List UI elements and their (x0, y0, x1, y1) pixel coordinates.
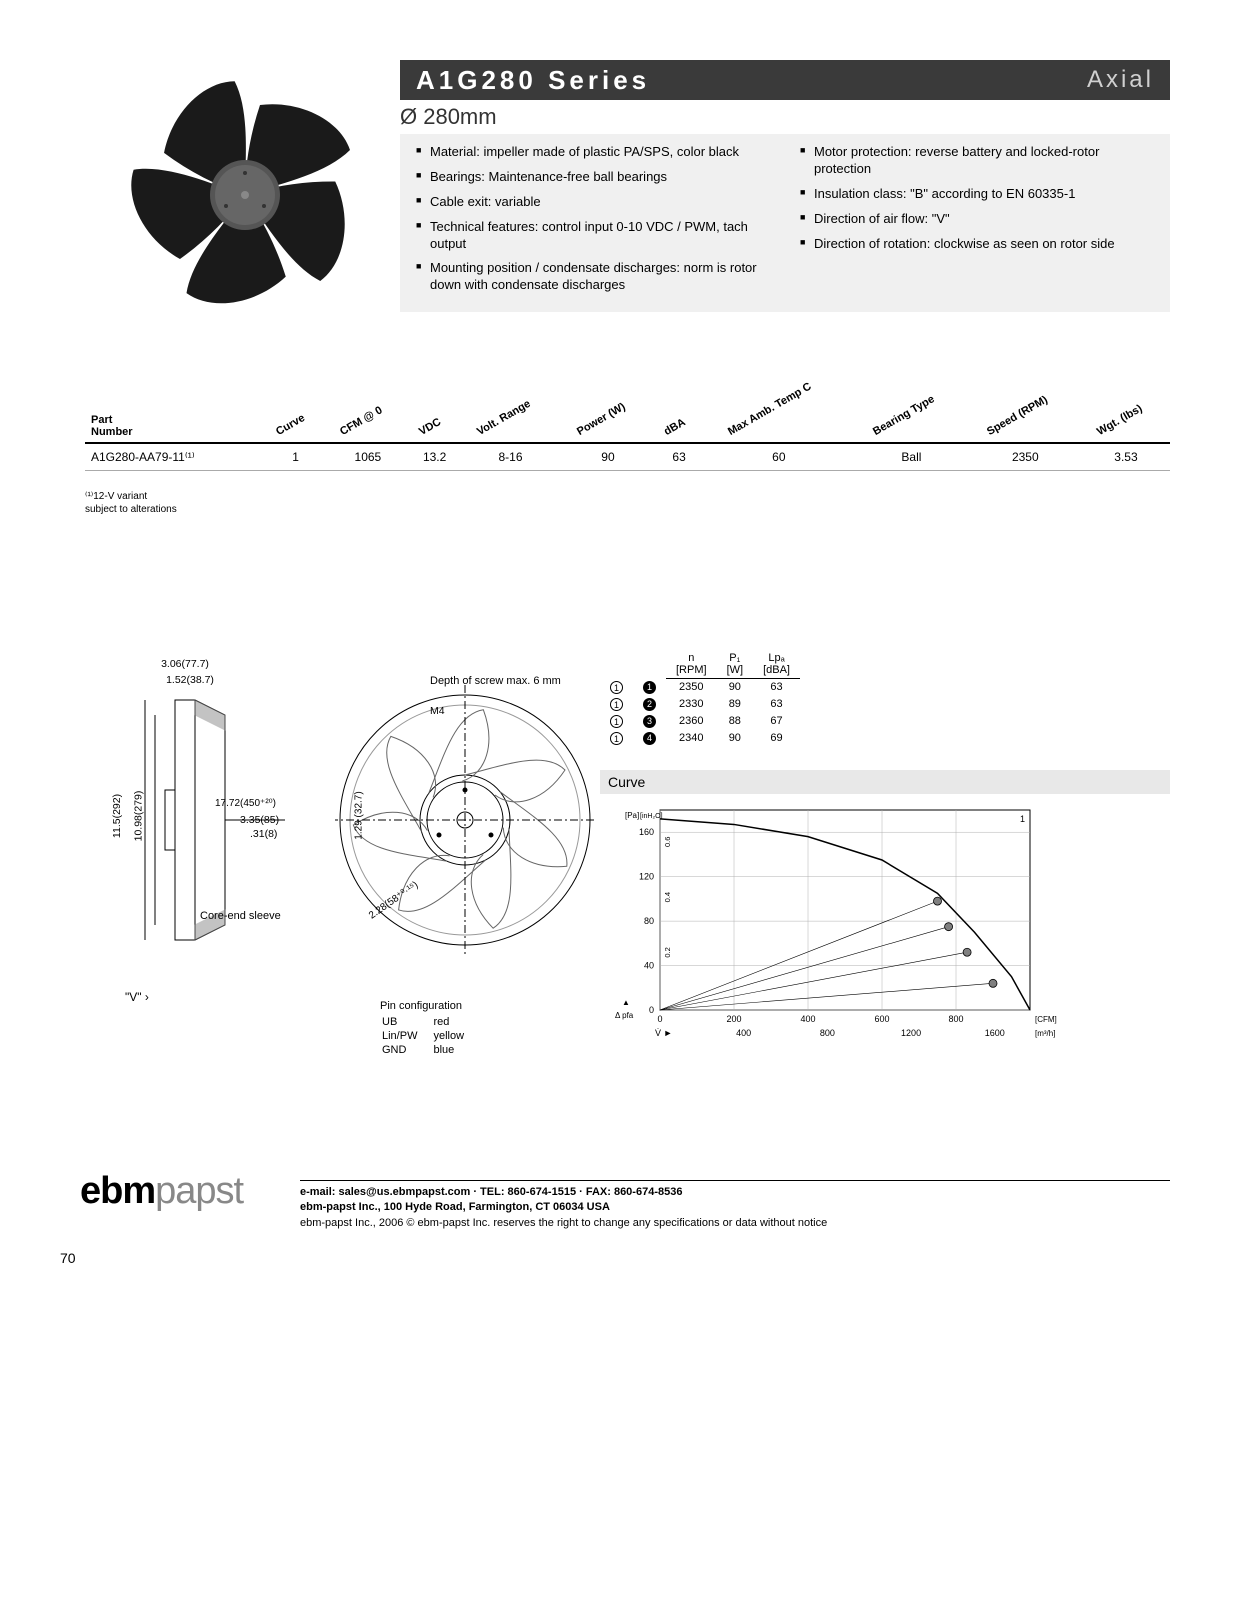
table-header: Speed (RPM) (969, 410, 1082, 443)
table-cell: 3.53 (1082, 443, 1170, 471)
pin-configuration: Pin configuration UBredLin/PWyellowGNDbl… (380, 1000, 480, 1058)
dim-6: 3.35(85) (240, 814, 279, 826)
table-cell: 90 (561, 443, 654, 471)
pin-cell: Lin/PW (382, 1030, 431, 1042)
core-end-sleeve-label: Core-end sleeve (200, 910, 281, 922)
pin-cell: yellow (433, 1030, 478, 1042)
spec-item: Direction of rotation: clockwise as seen… (800, 236, 1154, 253)
spec-item: Technical features: control input 0-10 V… (416, 219, 770, 253)
page-number: 70 (60, 1250, 76, 1266)
dim-4: 10.98(279) (132, 791, 144, 842)
pin-cell: blue (433, 1044, 478, 1056)
spec-item: Mounting position / condensate discharge… (416, 260, 770, 294)
series-title: A1G280 Series (416, 65, 650, 96)
spec-item: Material: impeller made of plastic PA/SP… (416, 144, 770, 161)
table-header: CFM @ 0 (326, 410, 409, 443)
spec-item: Motor protection: reverse battery and lo… (800, 144, 1154, 178)
screw-depth-note: Depth of screw max. 6 mm (430, 675, 561, 688)
spec-col-left: Material: impeller made of plastic PA/SP… (416, 144, 770, 302)
dim-3: 11.5(292) (111, 794, 123, 838)
footnote-1: ⁽¹⁾12-V variant (85, 490, 177, 503)
footnote-2: subject to alterations (85, 503, 177, 516)
table-cell: 1065 (326, 443, 409, 471)
logo-papst: papst (155, 1170, 243, 1212)
pin-cell: red (433, 1016, 478, 1028)
dimensional-drawings: 3.06(77.7) 1.52(38.7) 11.5(292) 10.98(27… (85, 670, 1170, 1050)
table-header: VDC (410, 410, 460, 443)
fan-photo (130, 80, 360, 310)
pin-row: GNDblue (382, 1044, 478, 1056)
dim-1: 3.06(77.7) (125, 658, 245, 670)
pin-row: Lin/PWyellow (382, 1030, 478, 1042)
pin-cell: GND (382, 1044, 431, 1056)
spec-item: Cable exit: variable (416, 194, 770, 211)
dim-5: 17.72(450⁺²⁰) (215, 798, 276, 809)
table-header: Power (W) (561, 410, 654, 443)
airflow-direction-label: "V" › (125, 990, 149, 1004)
fan-type: Axial (1087, 66, 1154, 94)
spec-item: Bearings: Maintenance-free ball bearings (416, 169, 770, 186)
spec-col-right: Motor protection: reverse battery and lo… (800, 144, 1154, 302)
pin-cell: UB (382, 1016, 431, 1028)
dim-2: 1.52(38.7) (140, 674, 240, 686)
table-header: PartNumber (85, 410, 265, 443)
footer: e-mail: sales@us.ebmpapst.com · TEL: 860… (300, 1180, 1170, 1231)
dim-8: 1.29 (32.7) (354, 791, 365, 839)
spec-item: Insulation class: "B" according to EN 60… (800, 186, 1154, 203)
pin-row: UBred (382, 1016, 478, 1028)
table-cell: 13.2 (410, 443, 460, 471)
table-header: Max Amb. Temp C (704, 410, 854, 443)
footer-legal: ebm-papst Inc., 2006 © ebm-papst Inc. re… (300, 1216, 1170, 1231)
footer-contact: e-mail: sales@us.ebmpapst.com · TEL: 860… (300, 1185, 1170, 1200)
table-cell: 2350 (969, 443, 1082, 471)
table-cell: 63 (655, 443, 704, 471)
footnotes: ⁽¹⁾12-V variant subject to alterations (85, 490, 177, 516)
spec-box: Material: impeller made of plastic PA/SP… (400, 134, 1170, 312)
dim-m4: M4 (430, 705, 445, 717)
table-header: dBA (655, 410, 704, 443)
footer-address: ebm-papst Inc., 100 Hyde Road, Farmingto… (300, 1200, 1170, 1215)
table-cell: 1 (265, 443, 326, 471)
table-cell: 60 (704, 443, 854, 471)
header-bar: A1G280 Series Axial (400, 60, 1170, 100)
table-cell: A1G280-AA79-11⁽¹⁾ (85, 443, 265, 471)
logo-ebm: ebm (80, 1170, 155, 1212)
diameter-label: Ø 280mm (400, 104, 497, 130)
table-header: Wgt. (lbs) (1082, 410, 1170, 443)
table-header: Volt. Range (460, 410, 562, 443)
table-header: Curve (265, 410, 326, 443)
pin-config-title: Pin configuration (380, 1000, 480, 1012)
spec-item: Direction of air flow: "V" (800, 211, 1154, 228)
table-cell: Ball (854, 443, 969, 471)
table-header: Bearing Type (854, 410, 969, 443)
dim-7: .31(8) (250, 828, 277, 840)
table-cell: 8-16 (460, 443, 562, 471)
spec-table: PartNumberCurveCFM @ 0VDCVolt. RangePowe… (85, 410, 1170, 471)
brand-logo: ebmpapst (80, 1170, 243, 1213)
